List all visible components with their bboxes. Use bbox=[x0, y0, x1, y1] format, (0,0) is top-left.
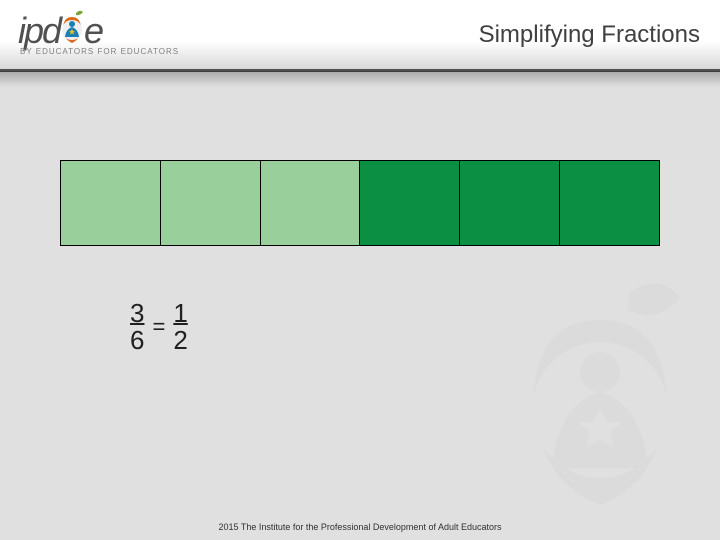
leaf-icon bbox=[76, 11, 83, 15]
fraction-cell bbox=[560, 161, 659, 245]
fraction-left-denominator: 6 bbox=[130, 327, 144, 354]
fraction-right: 1 2 bbox=[173, 300, 187, 355]
fraction-cell bbox=[360, 161, 460, 245]
slide-title: Simplifying Fractions bbox=[479, 21, 700, 49]
fraction-left: 3 6 bbox=[130, 300, 144, 355]
fraction-cell bbox=[460, 161, 560, 245]
fraction-right-denominator: 2 bbox=[173, 327, 187, 354]
logo: ipd e BY EDUCATORS FOR EDUCATORS bbox=[18, 13, 179, 56]
fraction-cell bbox=[261, 161, 361, 245]
copyright-text: 2015 The Institute for the Professional … bbox=[0, 522, 720, 532]
fraction-cell bbox=[161, 161, 261, 245]
fraction-left-numerator: 3 bbox=[130, 300, 144, 327]
logo-main: ipd e bbox=[18, 13, 102, 49]
fraction-bar-diagram bbox=[60, 160, 660, 246]
logo-tagline: BY EDUCATORS FOR EDUCATORS bbox=[20, 47, 179, 56]
equals-sign: = bbox=[152, 314, 165, 340]
logo-text-prefix: ipd bbox=[18, 13, 60, 49]
person-head-icon bbox=[69, 21, 75, 27]
watermark-logo-icon bbox=[500, 280, 700, 510]
fraction-equation: 3 6 = 1 2 bbox=[130, 300, 188, 355]
header: ipd e BY EDUCATORS FOR EDUCATORS Simplif… bbox=[0, 0, 720, 72]
fraction-right-numerator: 1 bbox=[173, 300, 187, 327]
content-area: 3 6 = 1 2 2015 The Institute for the Pro… bbox=[0, 72, 720, 540]
fraction-cell bbox=[61, 161, 161, 245]
logo-text-suffix: e bbox=[84, 13, 102, 49]
